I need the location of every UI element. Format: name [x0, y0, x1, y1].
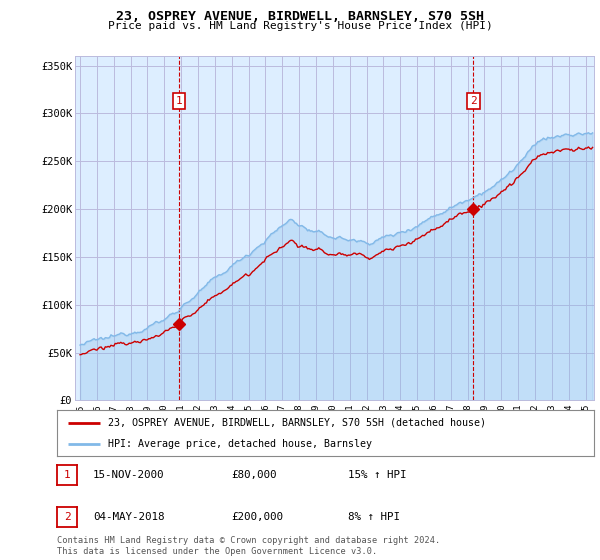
Text: £200,000: £200,000 [231, 512, 283, 522]
Text: 1: 1 [176, 96, 182, 106]
Text: 04-MAY-2018: 04-MAY-2018 [93, 512, 164, 522]
Text: £80,000: £80,000 [231, 470, 277, 480]
Text: 1: 1 [64, 470, 71, 480]
Text: HPI: Average price, detached house, Barnsley: HPI: Average price, detached house, Barn… [108, 439, 372, 449]
Text: 23, OSPREY AVENUE, BIRDWELL, BARNSLEY, S70 5SH: 23, OSPREY AVENUE, BIRDWELL, BARNSLEY, S… [116, 10, 484, 23]
Text: 2: 2 [64, 512, 71, 522]
Text: 15% ↑ HPI: 15% ↑ HPI [348, 470, 407, 480]
Text: 15-NOV-2000: 15-NOV-2000 [93, 470, 164, 480]
Text: 23, OSPREY AVENUE, BIRDWELL, BARNSLEY, S70 5SH (detached house): 23, OSPREY AVENUE, BIRDWELL, BARNSLEY, S… [108, 418, 486, 428]
Text: 2: 2 [470, 96, 477, 106]
Text: Contains HM Land Registry data © Crown copyright and database right 2024.
This d: Contains HM Land Registry data © Crown c… [57, 536, 440, 556]
Text: 8% ↑ HPI: 8% ↑ HPI [348, 512, 400, 522]
Text: Price paid vs. HM Land Registry's House Price Index (HPI): Price paid vs. HM Land Registry's House … [107, 21, 493, 31]
